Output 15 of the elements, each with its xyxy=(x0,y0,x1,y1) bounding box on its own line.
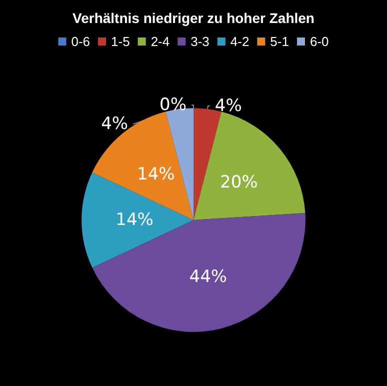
data-label: 14% xyxy=(116,210,154,230)
data-label: 44% xyxy=(189,267,228,288)
data-label: 4% xyxy=(214,96,242,116)
data-label: 4% xyxy=(101,114,128,134)
legend-label: 6-0 xyxy=(310,34,329,49)
legend-label: 0-6 xyxy=(71,34,90,49)
data-label: 20% xyxy=(220,172,258,192)
legend-label: 5-1 xyxy=(270,34,289,49)
chart-title: Verhältnis niedriger zu hoher Zahlen xyxy=(72,10,314,26)
legend-label: 3-3 xyxy=(190,34,210,49)
legend-label: 4-2 xyxy=(230,34,250,49)
legend-label: 2-4 xyxy=(150,34,170,49)
legend-label: 1-5 xyxy=(111,34,130,49)
data-label: 14% xyxy=(137,164,175,185)
text: 0% xyxy=(160,95,186,116)
